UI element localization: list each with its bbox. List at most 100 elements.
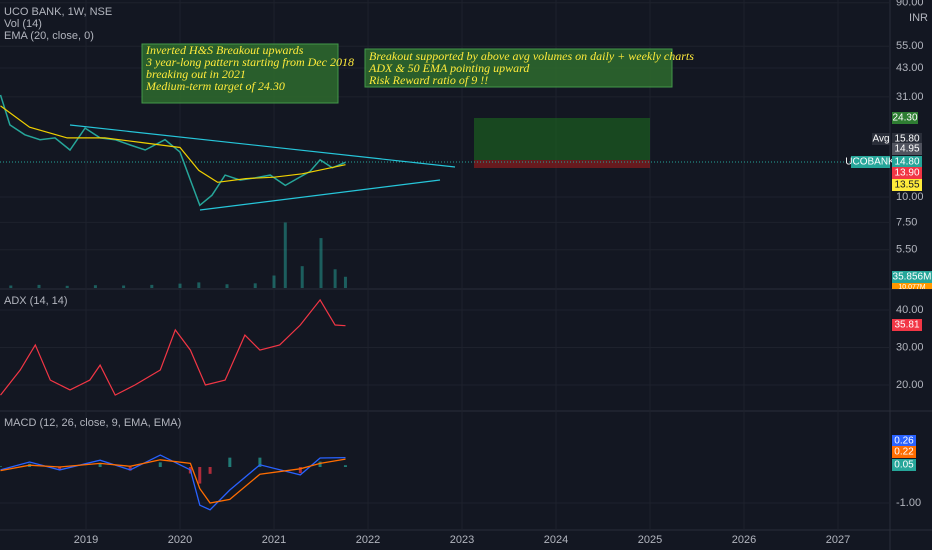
annotation-text: 3 year-long pattern starting from Dec 20… (145, 55, 354, 69)
macd-histogram-bar (0, 466, 2, 468)
volume-bar (333, 269, 337, 288)
annotation-box (141, 43, 339, 104)
adx-line (0, 298, 346, 396)
x-tick-label: 2025 (638, 534, 662, 546)
price-tag (892, 156, 922, 168)
y-tick-label: 5.50 (896, 244, 917, 256)
volume-bar (122, 285, 126, 288)
macd-histogram-bar (318, 461, 322, 468)
macd-tag (892, 459, 916, 471)
x-tick-label: 2027 (826, 534, 850, 546)
symbol: UCO BANK, 1W, NSE (4, 6, 112, 18)
volume-bar (272, 275, 276, 288)
x-tick-label: 2019 (74, 534, 98, 546)
trendline (69, 124, 456, 168)
annotation-text: Risk Reward ratio of 9 !! (368, 73, 488, 87)
volume-bar (319, 238, 323, 288)
price-tag (892, 112, 918, 124)
price-tag (892, 167, 922, 179)
macd-histogram-bar (298, 467, 302, 474)
annotation-text: Breakout supported by above avg volumes … (369, 49, 694, 63)
annotation-box (364, 48, 673, 88)
y-tick-label: 43.00 (896, 62, 924, 74)
y-tick-label: 30.00 (896, 341, 924, 353)
y-tick-label: 90.00 (896, 0, 924, 9)
adx-last: 35.81 (894, 320, 919, 331)
macd-histogram-bar (128, 467, 132, 471)
signal-last: 0.22 (894, 447, 914, 458)
volume-bar (178, 283, 182, 288)
macd-histogram-bar (208, 467, 212, 474)
last-price: 14.80 (894, 157, 919, 168)
annotation-text: ADX & 50 EMA pointing upward (368, 61, 530, 75)
stop-label: 13.90 (894, 168, 919, 179)
price-tag (851, 156, 890, 168)
macd-label: MACD (12, 26, close, 9, EMA, EMA) (4, 417, 181, 429)
currency: INR (909, 12, 928, 24)
annotation-text: Medium-term target of 24.30 (145, 79, 285, 93)
macd-histogram-bar (343, 465, 347, 468)
avg-tag: Avg (872, 134, 889, 145)
volume-bar (300, 266, 304, 288)
target-label: 24.30 (892, 113, 917, 124)
macd-histogram-bar (258, 457, 262, 468)
y-tick-label: 7.50 (896, 216, 917, 228)
volume-tag (892, 283, 932, 289)
price-tag (872, 133, 890, 145)
volume-bar (9, 285, 13, 288)
y-tick-label: 40.00 (896, 304, 924, 316)
adx-label: ADX (14, 14) (4, 295, 68, 307)
x-tick-label: 2024 (544, 534, 568, 546)
stop-zone (474, 160, 650, 168)
volume-bar (37, 284, 41, 288)
volume-bar (65, 285, 69, 288)
annotation-text: breaking out in 2021 (146, 67, 246, 81)
y-tick-label: 31.00 (896, 91, 924, 103)
macd-histogram-bar (98, 463, 102, 468)
volume-bar (225, 284, 229, 288)
macd-histogram-bar (228, 457, 232, 468)
x-tick-label: 2021 (262, 534, 286, 546)
price-label: 13.55 (894, 180, 919, 191)
price-tag (892, 143, 922, 155)
price-tag (892, 179, 922, 191)
volume-bar (343, 276, 347, 288)
x-tick-label: 2023 (450, 534, 474, 546)
y-tick-label: 20.00 (896, 379, 924, 391)
adx-tag (892, 319, 922, 331)
annotation-text: Inverted H&S Breakout upwards (145, 43, 304, 57)
price-label: 14.95 (894, 144, 919, 155)
price-tag (892, 133, 922, 145)
ema-label: EMA (20, close, 0) (4, 30, 94, 42)
volume-tag (892, 271, 932, 283)
macd-histogram-bar (158, 462, 162, 468)
avg-label: 15.80 (894, 134, 919, 145)
macd-last: 0.26 (894, 436, 914, 447)
price-line (0, 94, 346, 207)
y-tick-label: 55.00 (896, 40, 924, 52)
vol-label: Vol (14) (4, 18, 42, 30)
volume-label: 10.077M (898, 284, 925, 291)
target-zone (474, 118, 650, 160)
hist-last: 0.05 (894, 460, 914, 471)
macd-line (0, 454, 346, 511)
signal-line (0, 458, 346, 504)
volume-bar (283, 222, 287, 288)
volume-bar (253, 283, 257, 288)
y-tick-label: -1.00 (896, 497, 921, 509)
ema-line (0, 105, 346, 183)
macd-histogram-bar (198, 467, 202, 484)
x-tick-label: 2022 (356, 534, 380, 546)
volume-bar (197, 282, 201, 288)
volume-bar (150, 284, 154, 288)
symbol-tag: UCOBANK (845, 157, 895, 168)
x-tick-label: 2026 (732, 534, 756, 546)
volume-label: 35.856M (893, 272, 932, 283)
x-tick-label: 2020 (168, 534, 192, 546)
macd-tag (892, 435, 916, 447)
macd-tag (892, 446, 916, 458)
trendline (199, 179, 441, 211)
y-tick-label: 10.00 (896, 191, 924, 203)
volume-bar (93, 285, 97, 288)
